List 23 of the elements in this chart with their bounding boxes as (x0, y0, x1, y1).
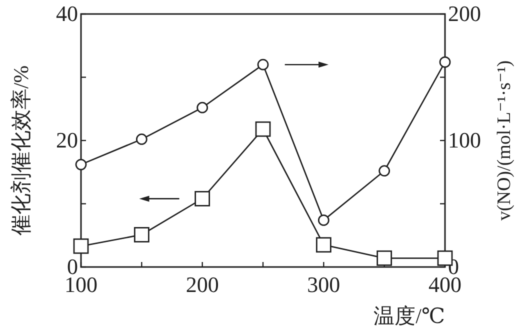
x-axis-title: 温度/℃ (374, 304, 445, 328)
point (316, 237, 332, 253)
y-axis-title: 催化剂催化效率/% (9, 65, 33, 236)
point (439, 56, 451, 68)
y2-tick-label: 100 (448, 128, 481, 152)
point (318, 214, 330, 226)
point (136, 134, 148, 145)
point (75, 158, 87, 170)
point (257, 58, 269, 70)
y-tick-label: 20 (56, 128, 78, 152)
point (376, 250, 392, 266)
y-tick-label: 0 (67, 254, 78, 279)
point (378, 165, 390, 177)
x-tick-label: 300 (307, 272, 340, 297)
y-tick-label: 40 (56, 1, 78, 26)
point (194, 190, 210, 206)
point (134, 227, 150, 242)
y2-axis-title: v(NO)/(mol·L⁻¹·s⁻¹) (494, 60, 515, 221)
x-tick-label: 200 (186, 272, 219, 297)
y2-tick-label: 200 (448, 1, 481, 26)
point (73, 238, 89, 254)
point (255, 121, 271, 137)
point (196, 102, 208, 114)
